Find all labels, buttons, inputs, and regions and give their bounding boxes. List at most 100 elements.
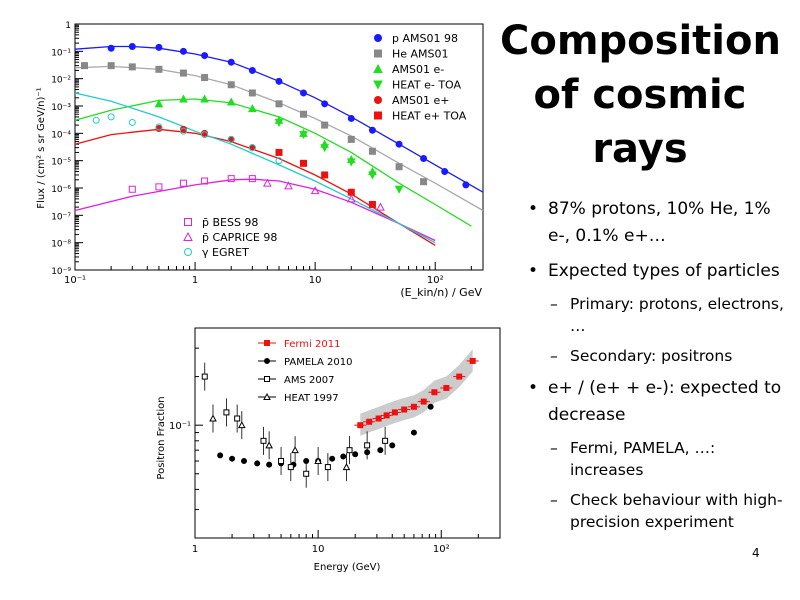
- data-point: [300, 159, 308, 167]
- data-point: [383, 412, 390, 419]
- data-point: [340, 453, 347, 460]
- legend-label: AMS 2007: [284, 375, 334, 386]
- data-point: [107, 113, 115, 121]
- x-axis-label: Energy (GeV): [314, 562, 381, 573]
- data-point: [107, 44, 115, 52]
- data-point: [155, 65, 163, 73]
- data-point: [154, 99, 164, 108]
- data-point: [234, 415, 241, 422]
- data-point: [346, 194, 356, 203]
- x-tick-label: 1: [192, 544, 198, 555]
- data-point: [401, 406, 408, 413]
- legend-label: p AMS01 98: [392, 32, 458, 45]
- y-tick-label: 1: [65, 21, 71, 31]
- data-point: [443, 384, 450, 391]
- bullet-dot-icon: •: [528, 199, 539, 219]
- bullet-list: • 87% protons, 10% He, 1% e-, 0.1% e+… •…: [528, 196, 790, 541]
- legend-label: Fermi 2011: [284, 339, 340, 350]
- dash-icon: –: [550, 491, 558, 509]
- x-tick-label: 10: [312, 544, 325, 555]
- legend-label: γ EGRET: [202, 246, 249, 259]
- legend-label: AMS01 e-: [392, 63, 444, 76]
- data-point: [179, 69, 187, 77]
- data-point: [324, 464, 331, 471]
- bullet-dot-icon: •: [528, 261, 539, 281]
- bullet-text: 87% protons, 10% He, 1% e-, 0.1% e+…: [548, 199, 771, 246]
- bullet-text: e+ / (e+ + e-): expected to decrease: [548, 378, 782, 425]
- data-point: [128, 185, 136, 193]
- data-point: [275, 77, 283, 85]
- data-point: [81, 62, 89, 70]
- data-point: [352, 451, 359, 458]
- data-point: [314, 456, 322, 464]
- data-point: [128, 63, 136, 71]
- legend-marker: [374, 96, 382, 104]
- dash-icon: –: [550, 347, 558, 365]
- antiproton-model-curve: [74, 178, 436, 242]
- data-point: [274, 118, 284, 128]
- y-tick-label: 10⁻⁶: [51, 185, 71, 195]
- y-axis-label: Positron Fraction: [156, 396, 167, 479]
- data-point: [310, 186, 320, 195]
- data-point: [376, 202, 385, 211]
- data-point: [278, 457, 285, 464]
- data-point: [346, 158, 356, 167]
- data-point: [395, 140, 403, 148]
- data-point: [368, 171, 377, 180]
- data-point: [287, 464, 294, 471]
- legend-marker: [184, 218, 192, 226]
- data-point: [391, 409, 398, 416]
- bullet-text: Expected types of particles: [548, 261, 780, 281]
- data-point: [431, 389, 438, 396]
- data-point: [248, 89, 256, 97]
- y-tick-label: 10⁻¹: [51, 48, 71, 58]
- data-point: [201, 131, 209, 139]
- dash-icon: –: [550, 439, 558, 457]
- legend-marker: [263, 392, 271, 400]
- data-point: [155, 183, 163, 191]
- data-point: [254, 460, 261, 467]
- x-tick-label: 10²: [433, 544, 450, 555]
- data-point: [410, 403, 417, 410]
- data-point: [275, 157, 283, 165]
- data-point: [346, 447, 353, 454]
- data-point: [92, 116, 100, 124]
- data-point: [201, 74, 209, 82]
- data-point: [389, 442, 396, 449]
- legend-label: He AMS01: [392, 48, 449, 61]
- data-point: [248, 104, 257, 113]
- data-point: [227, 135, 235, 143]
- legend-label: p̄ BESS 98: [202, 216, 258, 229]
- flux-chart: 110⁻¹10⁻²10⁻³10⁻⁴10⁻⁵10⁻⁶10⁻⁷10⁻⁸10⁻⁹10⁻…: [36, 21, 484, 299]
- bullet-dot-icon: •: [528, 378, 539, 398]
- data-point: [237, 421, 246, 429]
- data-point: [368, 126, 376, 134]
- y-tick-label: 10⁻⁹: [51, 267, 71, 277]
- data-point: [284, 181, 293, 190]
- data-point: [291, 446, 299, 454]
- data-point: [226, 97, 236, 106]
- data-point: [427, 403, 434, 410]
- sub-bullet-item: – Check behaviour with high-precision ex…: [528, 489, 790, 533]
- data-point: [240, 457, 247, 464]
- bullet-item: • Expected types of particles: [528, 258, 790, 285]
- data-point: [368, 147, 376, 155]
- y-tick-label: 10⁻¹: [169, 421, 191, 432]
- bullet-item: • e+ / (e+ + e-): expected to decrease: [528, 375, 790, 429]
- data-point: [366, 418, 373, 425]
- data-point: [275, 100, 283, 108]
- gamma-model-curve: [74, 92, 436, 244]
- data-point: [179, 47, 187, 55]
- legend-label: p̄ CAPRICE 98: [202, 231, 277, 244]
- plot-frame: [74, 23, 484, 271]
- sub-bullet-text: Fermi, PAMELA, …: increases: [570, 439, 716, 479]
- y-tick-label: 10⁻⁴: [51, 130, 71, 140]
- data-point: [201, 52, 209, 60]
- data-point: [179, 127, 187, 135]
- legend-marker: [374, 34, 382, 42]
- dash-icon: –: [550, 295, 558, 313]
- data-point: [209, 414, 217, 422]
- data-point: [128, 43, 136, 51]
- data-point: [265, 441, 273, 449]
- x-axis-label: (E_kin/n) / GeV: [400, 286, 482, 299]
